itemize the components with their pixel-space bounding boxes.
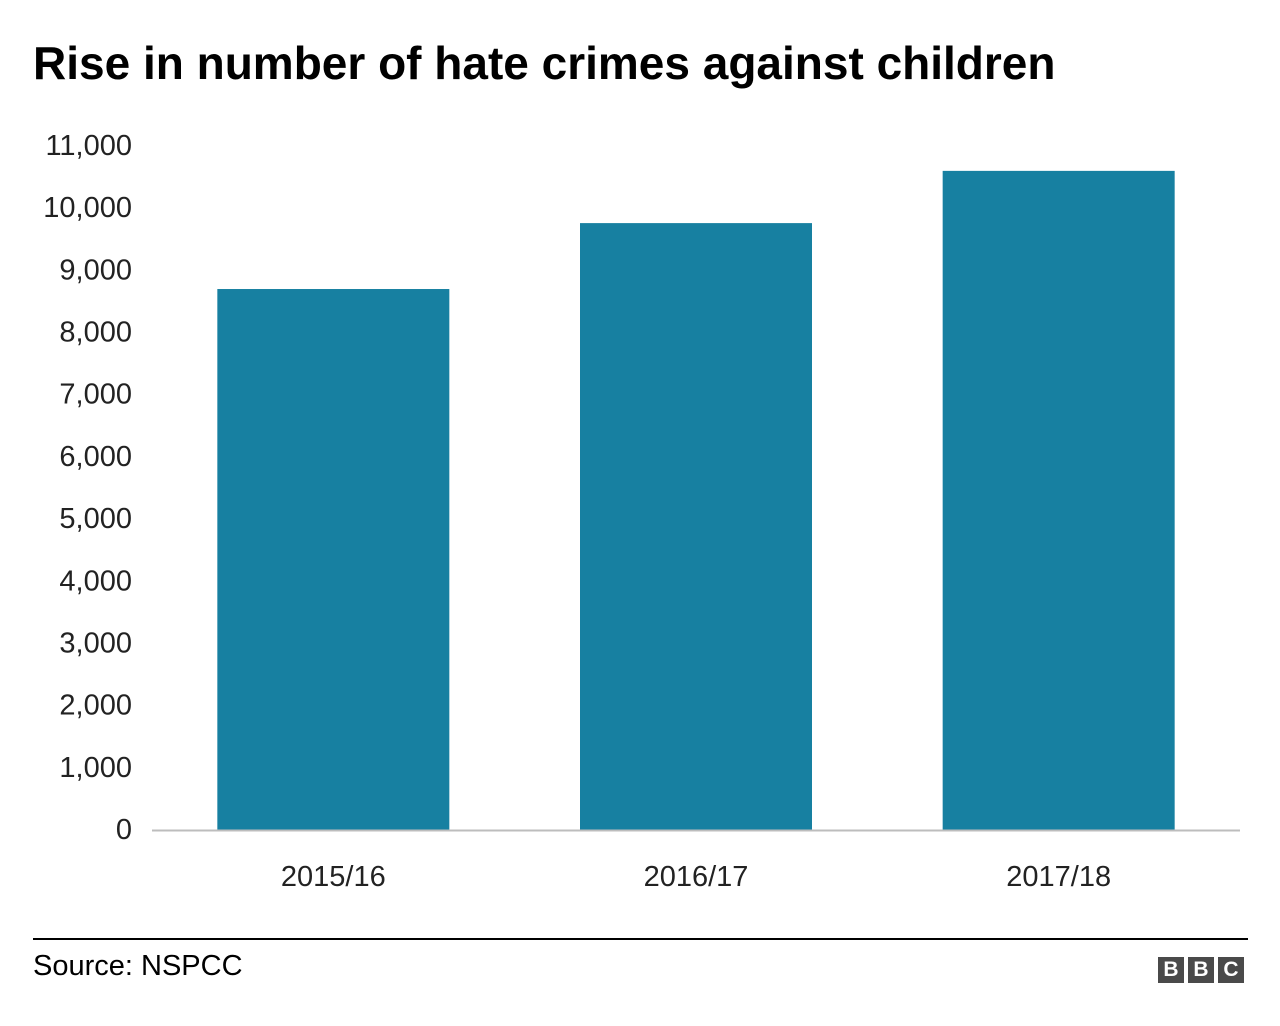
x-tick-label: 2016/17 xyxy=(644,861,749,893)
y-tick-label: 6,000 xyxy=(59,441,132,473)
bar-2017-18 xyxy=(942,170,1175,830)
y-tick-label: 3,000 xyxy=(59,627,132,659)
x-axis-ticks: 2015/16 2016/17 2017/18 xyxy=(281,861,1111,893)
footer-divider xyxy=(33,938,1248,940)
y-tick-label: 8,000 xyxy=(59,317,132,349)
y-tick-label: 5,000 xyxy=(59,503,132,535)
y-tick-label: 2,000 xyxy=(59,690,132,722)
bbc-logo-letter: B xyxy=(1158,957,1184,983)
bar-chart: 0 1,000 2,000 3,000 4,000 5,000 6,000 7,000 8,00… xyxy=(43,130,1240,893)
y-axis-ticks: 0 1,000 2,000 3,000 4,000 5,000 6,000 7,000 8,00… xyxy=(43,130,132,846)
y-tick-label: 11,000 xyxy=(45,130,132,162)
bbc-logo: B B C xyxy=(1158,957,1244,983)
y-tick-label: 1,000 xyxy=(59,752,132,784)
y-tick-label: 0 xyxy=(116,814,132,846)
y-tick-label: 4,000 xyxy=(59,565,132,597)
bbc-logo-letter: B xyxy=(1188,957,1214,983)
x-tick-label: 2015/16 xyxy=(281,861,386,893)
source-note: Source: NSPCC xyxy=(33,950,243,982)
chart-title: Rise in number of hate crimes against ch… xyxy=(33,37,1056,89)
y-tick-label: 7,000 xyxy=(59,379,132,411)
bar-2015-16 xyxy=(217,289,450,830)
bar-2016-17 xyxy=(580,223,812,830)
y-tick-label: 9,000 xyxy=(59,254,132,286)
bbc-logo-letter: C xyxy=(1218,957,1244,983)
bars xyxy=(217,170,1175,830)
y-tick-label: 10,000 xyxy=(43,192,132,224)
x-tick-label: 2017/18 xyxy=(1006,861,1111,893)
